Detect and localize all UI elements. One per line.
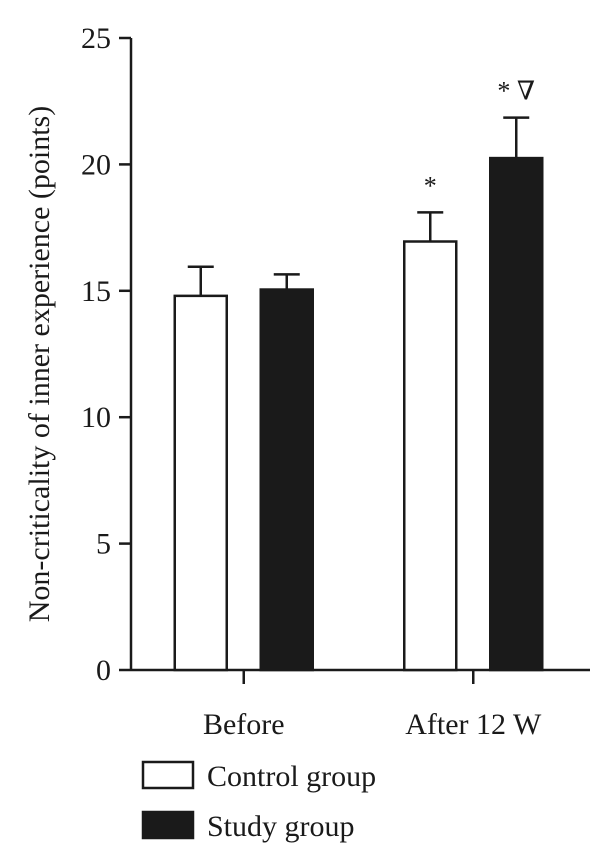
y-axis-title: Non-criticality of inner experience (poi… — [23, 106, 56, 622]
y-tick-label: 10 — [81, 401, 111, 434]
x-tick-label: After 12 W — [405, 708, 542, 741]
y-tick-label: 20 — [81, 148, 111, 181]
legend-swatch — [141, 810, 195, 840]
bar — [173, 294, 228, 672]
y-axis: 0 5 10 15 20 25 — [81, 22, 133, 687]
y-tick-label: 5 — [96, 528, 111, 561]
significance-marker: * — [424, 171, 437, 200]
x-axis: Before After 12 W — [131, 668, 590, 741]
legend: Control group Study group — [141, 760, 376, 843]
y-tick-label: 15 — [81, 275, 111, 308]
significance-marker: * ∇ — [497, 77, 535, 106]
bar — [489, 156, 544, 672]
y-tick-label: 0 — [96, 654, 111, 687]
y-tick-label: 25 — [81, 22, 111, 55]
x-tick-label: Before — [203, 708, 285, 741]
bar — [403, 240, 458, 672]
legend-swatch — [141, 760, 195, 790]
legend-label: Control group — [207, 760, 376, 793]
legend-label: Study group — [207, 810, 355, 843]
bar — [259, 288, 314, 672]
